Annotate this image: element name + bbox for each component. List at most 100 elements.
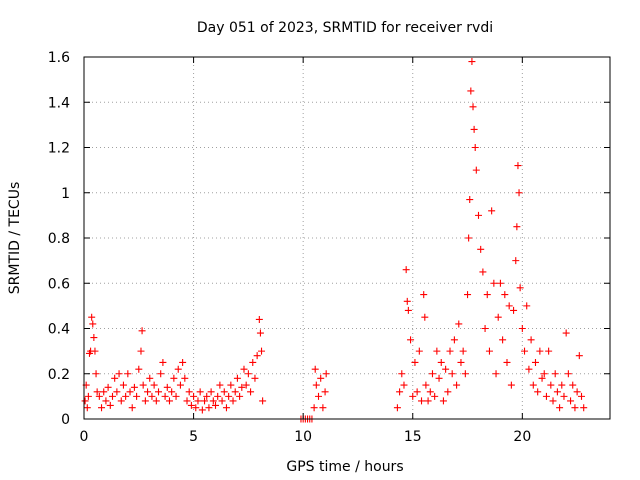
x-axis-label: GPS time / hours xyxy=(286,459,403,475)
data-point xyxy=(403,297,411,305)
data-point xyxy=(317,374,325,382)
data-point xyxy=(437,358,445,366)
grid-layer xyxy=(84,57,610,419)
data-point xyxy=(163,383,171,391)
data-point xyxy=(165,397,173,405)
data-point xyxy=(404,306,412,314)
data-point xyxy=(126,388,134,396)
y-axis-label: SRMTID / TECUs xyxy=(7,182,23,295)
data-point xyxy=(198,406,206,414)
data-point xyxy=(242,381,250,389)
data-point xyxy=(411,358,419,366)
data-point xyxy=(422,381,430,389)
data-point xyxy=(448,370,456,378)
data-point xyxy=(89,320,97,328)
data-point xyxy=(209,397,217,405)
data-point xyxy=(220,388,228,396)
data-point xyxy=(93,388,101,396)
data-point xyxy=(144,388,152,396)
data-point xyxy=(92,370,100,378)
data-point xyxy=(146,374,154,382)
data-point xyxy=(218,397,226,405)
data-point xyxy=(573,388,581,396)
data-point xyxy=(155,388,163,396)
ticks-layer: 0 5 10 15 20 0 0.2 0.4 0.6 0.8 1 1.2 1.4 1.6 xyxy=(48,50,610,445)
data-point xyxy=(321,388,329,396)
data-point xyxy=(413,388,421,396)
data-point xyxy=(179,358,187,366)
data-point xyxy=(580,404,588,412)
data-point xyxy=(461,370,469,378)
data-point xyxy=(523,302,531,310)
data-point xyxy=(249,358,257,366)
data-point xyxy=(538,374,546,382)
x-tick-label: 10 xyxy=(294,429,312,445)
data-point xyxy=(203,392,211,400)
data-point xyxy=(464,291,472,299)
data-point xyxy=(251,374,259,382)
data-point xyxy=(549,397,557,405)
data-point xyxy=(514,162,522,170)
data-point xyxy=(227,381,235,389)
data-point xyxy=(258,347,266,355)
data-point xyxy=(409,392,417,400)
data-point xyxy=(212,401,219,409)
data-point xyxy=(194,397,202,405)
y-tick-label: 0.6 xyxy=(48,276,70,292)
data-point xyxy=(421,313,429,321)
data-point xyxy=(130,383,138,391)
data-point xyxy=(525,365,533,373)
data-point xyxy=(310,404,318,412)
data-point xyxy=(516,284,524,292)
x-tick-label: 15 xyxy=(404,429,422,445)
data-point xyxy=(505,302,513,310)
data-point xyxy=(545,347,553,355)
data-point xyxy=(488,207,496,215)
data-point xyxy=(518,325,526,332)
data-point xyxy=(106,401,114,409)
data-point xyxy=(152,397,160,405)
data-point xyxy=(564,370,572,378)
data-point xyxy=(531,358,539,366)
data-point xyxy=(470,125,478,133)
y-tick-label: 0.4 xyxy=(48,322,70,338)
data-point xyxy=(465,234,473,242)
data-point xyxy=(507,381,515,389)
data-point xyxy=(444,388,452,396)
data-point xyxy=(111,374,119,382)
data-points-layer xyxy=(81,58,588,423)
data-point xyxy=(205,404,213,412)
data-point xyxy=(187,401,195,409)
data-point xyxy=(196,388,204,396)
data-point xyxy=(398,370,406,378)
data-point xyxy=(259,397,267,405)
data-point xyxy=(81,397,89,405)
data-point xyxy=(238,383,246,391)
data-point xyxy=(481,325,489,332)
data-point xyxy=(104,383,112,391)
data-point xyxy=(424,397,432,405)
data-point xyxy=(562,329,570,337)
data-point xyxy=(453,381,461,389)
data-point xyxy=(172,392,180,400)
data-point xyxy=(477,245,485,253)
data-point xyxy=(450,336,458,344)
data-point xyxy=(128,404,136,412)
data-point xyxy=(119,381,127,389)
data-point xyxy=(157,370,165,378)
data-point xyxy=(575,352,583,360)
data-point xyxy=(222,404,230,412)
data-point xyxy=(231,388,239,396)
data-point xyxy=(102,397,110,405)
data-point xyxy=(551,370,559,378)
data-point xyxy=(216,381,224,389)
data-point xyxy=(124,370,132,378)
data-point xyxy=(512,257,520,265)
data-point xyxy=(176,381,184,389)
data-point xyxy=(247,388,255,396)
data-point xyxy=(426,388,434,396)
data-point xyxy=(442,365,450,373)
data-point xyxy=(457,358,465,366)
y-tick-label: 1.2 xyxy=(48,141,70,157)
